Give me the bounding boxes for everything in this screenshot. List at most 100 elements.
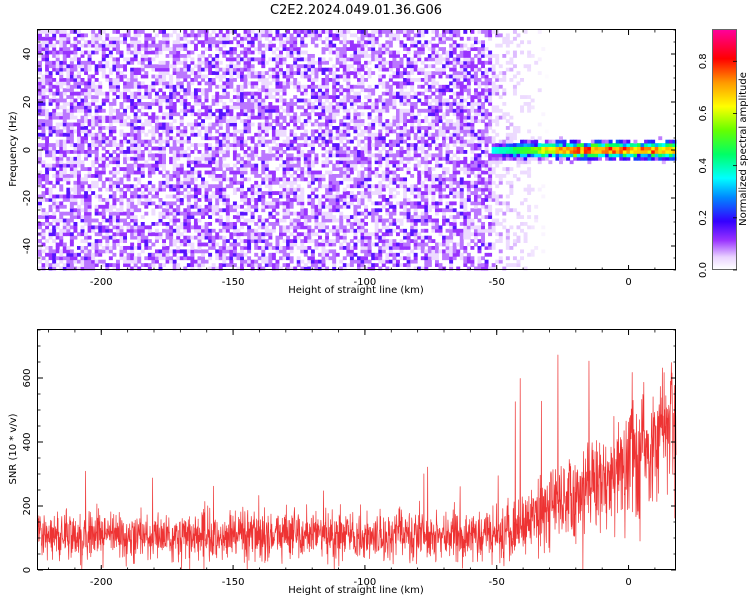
heatmap-cell <box>115 239 120 243</box>
heatmap-cell <box>162 150 166 154</box>
heatmap-cell <box>41 91 46 96</box>
heatmap-cell <box>52 50 57 55</box>
heatmap-cell <box>413 167 418 171</box>
heatmap-cell <box>243 105 248 110</box>
heatmap-cell <box>73 74 78 79</box>
heatmap-cell <box>293 50 298 55</box>
heatmap-cell <box>378 30 383 34</box>
heatmap-cell <box>69 174 74 178</box>
heatmap-cell <box>271 228 276 233</box>
heatmap-cell <box>300 43 305 48</box>
heatmap-cell <box>176 54 181 58</box>
heatmap-cell <box>211 263 216 267</box>
heatmap-cell <box>115 81 120 86</box>
heatmap-cell <box>69 122 74 127</box>
heatmap-cell <box>197 191 202 195</box>
heatmap-cell <box>371 30 376 34</box>
heatmap-cell <box>339 136 344 141</box>
heatmap-cell <box>328 249 333 254</box>
heatmap-cell <box>172 67 177 72</box>
heatmap-cell <box>66 174 71 178</box>
heatmap-cell <box>98 30 103 34</box>
heatmap-cell <box>52 108 57 113</box>
heatmap-cell <box>179 98 184 103</box>
heatmap-cell <box>307 215 312 219</box>
heatmap-cell <box>303 50 308 55</box>
heatmap-cell <box>349 153 354 158</box>
heatmap-cell <box>48 126 53 130</box>
heatmap-cell <box>151 129 156 134</box>
heatmap-cell <box>201 249 205 254</box>
heatmap-cell <box>346 249 351 254</box>
heatmap-cell <box>179 139 184 144</box>
heatmap-cell <box>353 71 358 75</box>
heatmap-cell <box>374 156 379 161</box>
heatmap-cell <box>364 143 369 147</box>
heatmap-cell <box>307 64 312 69</box>
heatmap-cell <box>69 67 74 72</box>
heatmap-cell <box>105 266 110 271</box>
heatmap-cell <box>193 36 198 41</box>
heatmap-cell <box>360 43 365 48</box>
heatmap-cell <box>41 208 46 213</box>
heatmap-cell <box>179 256 184 261</box>
heatmap-cell <box>190 33 195 38</box>
heatmap-cell <box>204 235 209 240</box>
heatmap-cell <box>45 263 50 267</box>
heatmap-cell <box>268 139 273 144</box>
heatmap-cell <box>144 256 149 261</box>
heatmap-cell <box>339 180 344 185</box>
heatmap-cell <box>367 88 372 93</box>
heatmap-cell <box>130 256 135 261</box>
heatmap-cell <box>388 95 393 99</box>
heatmap-cell <box>254 91 259 96</box>
heatmap-cell <box>417 126 422 130</box>
heatmap-cell <box>38 143 42 147</box>
heatmap-cell <box>342 115 347 120</box>
heatmap-cell <box>310 180 315 185</box>
heatmap-cell <box>328 174 333 178</box>
heatmap-cell <box>45 40 50 45</box>
heatmap-cell <box>257 174 262 178</box>
heatmap-cell <box>147 263 152 267</box>
heatmap-cell <box>176 194 181 199</box>
heatmap-cell <box>417 187 422 192</box>
heatmap-cell <box>335 57 340 62</box>
heatmap-cell <box>101 50 106 55</box>
heatmap-cell <box>112 194 117 199</box>
heatmap-cell <box>62 211 67 216</box>
heatmap-cell <box>59 95 64 99</box>
heatmap-cell <box>385 129 390 134</box>
heatmap-cell <box>112 252 117 257</box>
heatmap-cell <box>204 129 209 134</box>
heatmap-cell <box>176 139 181 144</box>
heatmap-cell <box>339 218 344 223</box>
heatmap-cell <box>91 139 96 144</box>
heatmap-cell <box>279 228 283 233</box>
heatmap-cell <box>314 232 319 237</box>
heatmap-cell <box>353 246 358 250</box>
heatmap-cell <box>232 47 237 51</box>
heatmap-cell <box>193 43 198 48</box>
heatmap-cell <box>417 218 422 223</box>
heatmap-cell <box>374 57 379 62</box>
heatmap-cell <box>101 235 106 240</box>
heatmap-cell <box>215 115 220 120</box>
heatmap-cell <box>264 246 269 250</box>
heatmap-cell <box>335 150 340 154</box>
heatmap-cell <box>335 129 340 134</box>
heatmap-cell <box>48 119 53 123</box>
heatmap-cell <box>410 78 415 82</box>
heatmap-cell <box>201 60 205 65</box>
heatmap-cell <box>126 115 131 120</box>
heatmap-cell <box>94 146 99 151</box>
heatmap-cell <box>360 40 365 45</box>
heatmap-cell <box>417 246 422 250</box>
heatmap-cell <box>388 232 393 237</box>
heatmap-cell <box>339 132 344 137</box>
heatmap-cell <box>385 150 390 154</box>
heatmap-cell <box>222 246 227 250</box>
heatmap-cell <box>183 215 188 219</box>
heatmap-cell <box>105 126 110 130</box>
heatmap-cell <box>52 266 57 271</box>
